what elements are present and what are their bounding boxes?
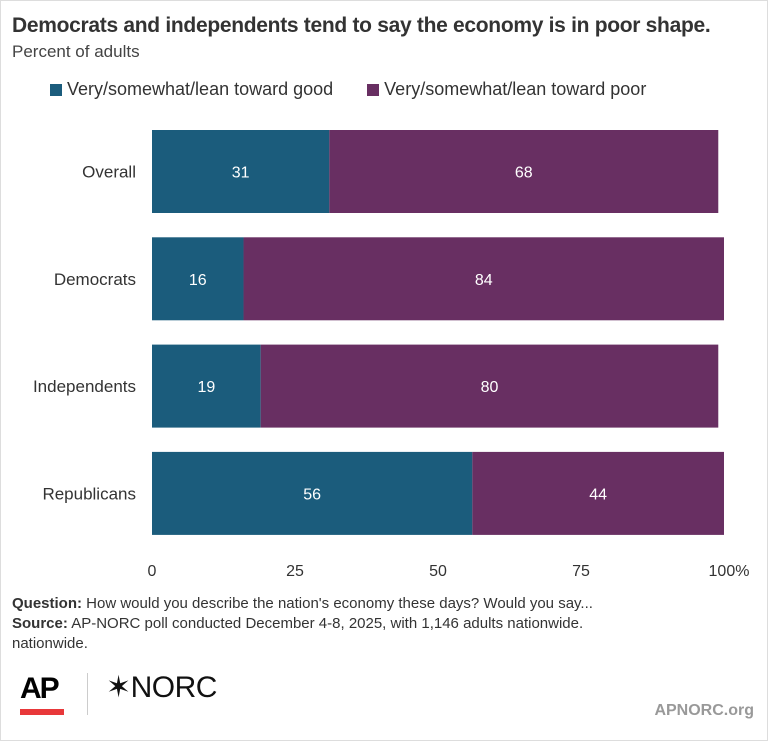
data-label: 31: [232, 165, 250, 182]
data-label: 56: [303, 486, 321, 503]
x-tick-label: 75: [572, 563, 590, 580]
data-label: 80: [481, 379, 499, 396]
x-tick-label: 100%: [709, 563, 750, 580]
data-label: 44: [589, 486, 607, 503]
bar-poor: [329, 130, 719, 213]
question-label: Question:: [12, 595, 82, 612]
category-label: Republicans: [42, 484, 136, 503]
chart-subtitle: Percent of adults: [12, 42, 140, 61]
bar-good: [152, 237, 244, 321]
source-note: Source: AP-NORC poll conducted December …: [12, 614, 593, 634]
data-label: 19: [197, 379, 215, 396]
data-label: 68: [515, 165, 533, 182]
footer-notes: Question: How would you describe the nat…: [12, 594, 593, 654]
source-text: AP-NORC poll conducted December 4-8, 202…: [67, 615, 584, 632]
ap-logo-bar: [20, 709, 64, 715]
bar-poor: [260, 344, 719, 428]
category-label: Overall: [82, 163, 136, 182]
legend-swatch-poor: [367, 83, 380, 96]
site-link[interactable]: APNORC.org: [654, 702, 754, 719]
data-label: 16: [189, 272, 207, 289]
legend-item-poor: Very/somewhat/lean toward poor: [367, 79, 646, 100]
logo-divider: [87, 673, 88, 715]
data-label: 84: [475, 272, 493, 289]
bar-poor: [243, 237, 724, 321]
bar-good: [152, 344, 261, 428]
legend-label-good: Very/somewhat/lean toward good: [67, 79, 334, 99]
legend-swatch-good: [50, 83, 62, 96]
category-label: Democrats: [54, 270, 136, 289]
source-label: Source:: [12, 615, 68, 632]
x-tick-label: 0: [148, 563, 157, 580]
bar-chart: Overall 31 68 Democrats 16 84 Independents 19 80…: [33, 130, 750, 580]
star-icon: ✶: [106, 671, 131, 704]
source-extra: nationwide.: [12, 635, 88, 652]
x-tick-label: 25: [286, 563, 304, 580]
bar-poor: [472, 451, 724, 535]
question-text: How would you describe the nation's econ…: [82, 595, 593, 612]
bar-good: [152, 451, 473, 535]
legend-item-good: Very/somewhat/lean toward good: [50, 79, 333, 100]
question-note: Question: How would you describe the nat…: [12, 594, 593, 614]
ap-logo: AP: [20, 672, 60, 705]
legend-label-poor: Very/somewhat/lean toward poor: [384, 79, 647, 99]
chart-title: Democrats and independents tend to say t…: [12, 14, 711, 37]
category-label: Independents: [33, 377, 136, 396]
legend: Very/somewhat/lean toward good Very/some…: [50, 79, 646, 100]
x-tick-label: 50: [429, 563, 447, 580]
norc-logo: ✶NORC: [106, 671, 217, 704]
bar-good: [152, 130, 330, 213]
